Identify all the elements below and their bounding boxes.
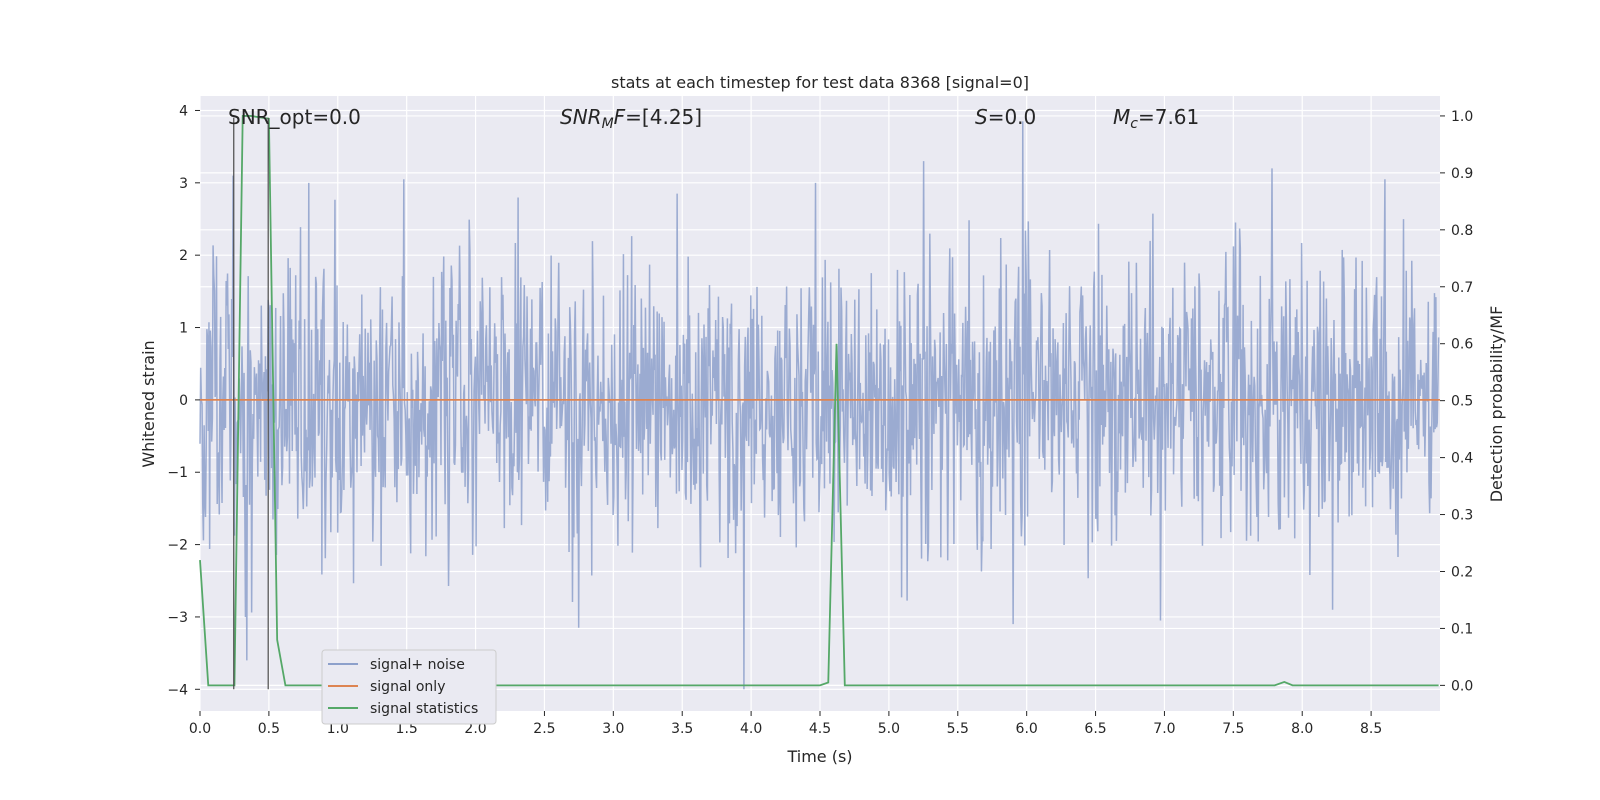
x-tick-label: 7.5 <box>1222 721 1244 737</box>
chart-title: stats at each timestep for test data 836… <box>611 73 1029 92</box>
x-tick-label: 8.5 <box>1360 721 1382 737</box>
x-tick-label: 3.0 <box>602 721 624 737</box>
y-tick-label: −4 <box>167 682 188 698</box>
y-tick-label: 1 <box>179 321 188 337</box>
y2-tick-label: 0.0 <box>1451 678 1473 694</box>
x-tick-label: 5.5 <box>947 721 969 737</box>
y-axis-ticks: −4 −3 −2 −1 0 1 2 3 4 <box>167 103 200 698</box>
y-axis-label: Whitened strain <box>139 340 158 467</box>
y2-tick-label: 0.9 <box>1451 166 1473 182</box>
legend-label-signal-statistics: signal statistics <box>370 701 478 717</box>
annotation-mc: Mc=7.61 <box>1113 105 1199 132</box>
x-tick-label: 0.5 <box>258 721 280 737</box>
y-tick-label: −3 <box>167 610 188 626</box>
x-tick-label: 4.5 <box>809 721 831 737</box>
y-tick-label: 2 <box>179 248 188 264</box>
annotation-snr-mf: SNRMF=[4.25] <box>560 105 702 132</box>
legend-label-signal-noise: signal+ noise <box>370 657 465 673</box>
annotation-s: S=0.0 <box>975 105 1036 129</box>
annotation-snr-opt: SNR_opt=0.0 <box>228 105 361 129</box>
x-tick-label: 4.0 <box>740 721 762 737</box>
y-tick-label: 0 <box>179 393 188 409</box>
y2-tick-label: 1.0 <box>1451 109 1473 125</box>
y2-axis-label: Detection probability/MF <box>1487 306 1506 503</box>
x-tick-label: 1.0 <box>327 721 349 737</box>
x-tick-label: 6.0 <box>1016 721 1038 737</box>
y-tick-label: 3 <box>179 176 188 192</box>
x-tick-label: 3.5 <box>671 721 693 737</box>
legend: signal+ noise signal only signal statist… <box>321 649 497 725</box>
y2-tick-label: 0.8 <box>1451 223 1473 239</box>
x-tick-label: 6.5 <box>1084 721 1106 737</box>
y2-axis-ticks: 0.0 0.1 0.2 0.3 0.4 0.5 0.6 0.7 0.8 0.9 1.0 <box>1440 109 1473 694</box>
x-tick-label: 0.0 <box>189 721 211 737</box>
x-tick-label: 1.5 <box>396 721 418 737</box>
y-tick-label: 4 <box>179 103 188 119</box>
y2-tick-label: 0.7 <box>1451 280 1473 296</box>
series-signal-statistics-line <box>199 115 1439 687</box>
series-signal-noise-line <box>199 121 1440 690</box>
y-tick-label: −1 <box>167 465 188 481</box>
x-tick-label: 2.5 <box>533 721 555 737</box>
x-tick-label: 5.0 <box>878 721 900 737</box>
y2-tick-label: 0.6 <box>1451 337 1473 353</box>
legend-label-signal-only: signal only <box>370 679 445 695</box>
x-axis-label: Time (s) <box>786 747 852 766</box>
y2-tick-label: 0.1 <box>1451 621 1473 637</box>
legend-box <box>321 649 497 725</box>
x-tick-label: 7.0 <box>1153 721 1175 737</box>
x-tick-label: 8.0 <box>1291 721 1313 737</box>
y2-tick-label: 0.2 <box>1451 564 1473 580</box>
y2-tick-label: 0.5 <box>1451 394 1473 410</box>
y2-tick-label: 0.3 <box>1451 508 1473 524</box>
x-tick-label: 2.0 <box>464 721 486 737</box>
x-axis-ticks: 0.0 0.5 1.0 1.5 2.0 2.5 3.0 3.5 4.0 4.5 5.0 5.5 6.0 6… <box>189 711 1382 737</box>
y-tick-label: −2 <box>167 538 188 554</box>
y2-tick-label: 0.4 <box>1451 451 1473 467</box>
series-layer <box>199 115 1440 690</box>
vertical-markers <box>233 117 269 690</box>
